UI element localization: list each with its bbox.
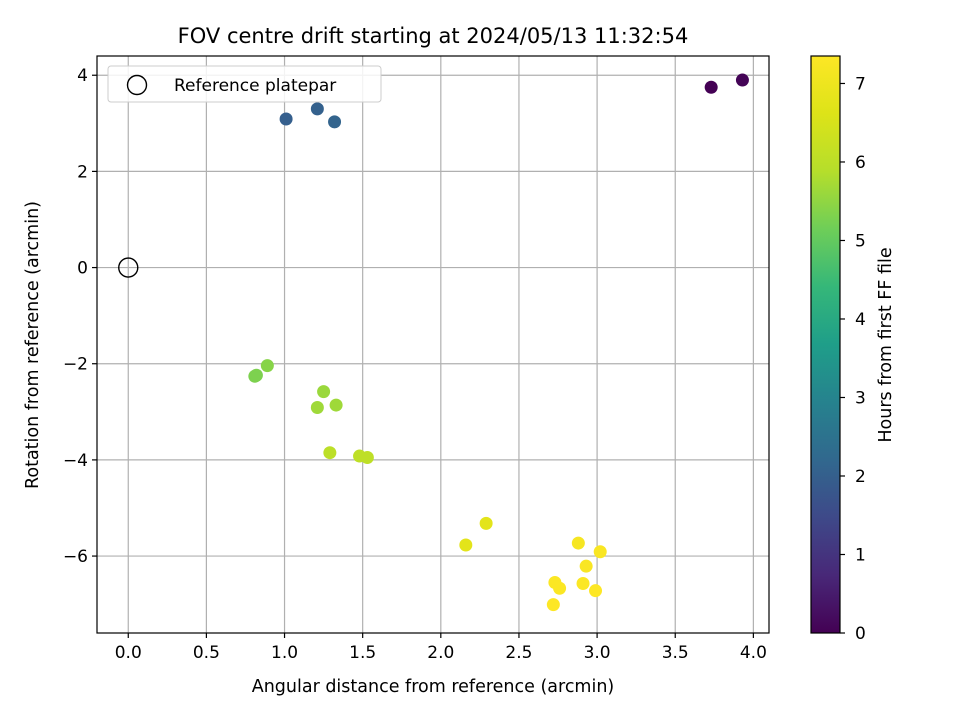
x-tick-label: 4.0	[740, 643, 767, 663]
data-point	[329, 398, 343, 412]
data-point	[576, 576, 590, 590]
colorbar-gradient	[810, 55, 841, 634]
colorbar-tick-label: 3	[855, 388, 866, 408]
colorbar: 0 1 2 3 4 5 6 7 Hours from first FF file	[810, 55, 896, 644]
data-point	[704, 80, 718, 94]
colorbar-tick-label: 4	[855, 310, 866, 330]
colorbar-tick-label: 5	[855, 231, 866, 251]
colorbar-tick-label: 1	[855, 545, 866, 565]
chart-title: FOV centre drift starting at 2024/05/13 …	[178, 24, 689, 48]
data-point	[279, 112, 293, 126]
x-tick-label: 2.0	[427, 643, 454, 663]
colorbar-tick-label: 0	[855, 624, 866, 644]
data-point	[579, 559, 593, 573]
x-tick-label: 3.5	[662, 643, 689, 663]
x-tick-label: 0.5	[193, 643, 220, 663]
data-point	[593, 545, 607, 559]
data-point	[546, 598, 560, 612]
data-point	[323, 446, 337, 460]
x-tick-label: 1.0	[271, 643, 298, 663]
data-points	[248, 73, 749, 612]
data-point	[589, 584, 603, 598]
x-axis-label: Angular distance from reference (arcmin)	[252, 677, 615, 697]
legend-marker	[126, 74, 148, 96]
reference-layer	[118, 257, 139, 278]
y-tick-label: 2	[77, 162, 88, 182]
x-axis-ticks: 0.0 0.5 1.0 1.5 2.0 2.5 3.0 3.5 4.0	[115, 633, 767, 663]
data-point	[310, 102, 324, 116]
x-tick-label: 3.0	[584, 643, 611, 663]
colorbar-label: Hours from first FF file	[876, 247, 896, 442]
y-tick-label: −2	[63, 355, 88, 375]
data-point	[553, 581, 567, 595]
x-tick-label: 1.5	[349, 643, 376, 663]
data-point	[360, 450, 374, 464]
data-point	[328, 115, 342, 129]
colorbar-tick-label: 2	[855, 467, 866, 487]
x-tick-label: 0.0	[115, 643, 142, 663]
data-point	[310, 400, 324, 414]
grid	[97, 56, 769, 633]
data-point	[479, 516, 493, 530]
y-tick-label: 0	[77, 259, 88, 279]
legend-label: Reference platepar	[174, 76, 336, 96]
legend: Reference platepar	[107, 65, 382, 103]
y-tick-label: −6	[63, 547, 88, 567]
legend-box	[107, 65, 382, 103]
y-axis-label: Rotation from reference (arcmin)	[23, 201, 43, 489]
data-point	[249, 368, 263, 382]
data-point	[317, 385, 331, 399]
y-tick-label: −4	[63, 451, 88, 471]
data-point	[260, 359, 274, 373]
colorbar-ticks: 0 1 2 3 4 5 6 7	[840, 74, 866, 644]
plot-frame	[96, 55, 770, 634]
y-axis-ticks: 4 2 0 −2 −4 −6	[63, 66, 97, 567]
colorbar-tick-label: 6	[855, 153, 866, 173]
x-tick-label: 2.5	[505, 643, 532, 663]
data-point	[735, 73, 749, 87]
data-point	[459, 538, 473, 552]
data-point	[571, 536, 585, 550]
reference-platepar-marker	[118, 257, 139, 278]
y-tick-label: 4	[77, 66, 88, 86]
colorbar-tick-label: 7	[855, 74, 866, 94]
